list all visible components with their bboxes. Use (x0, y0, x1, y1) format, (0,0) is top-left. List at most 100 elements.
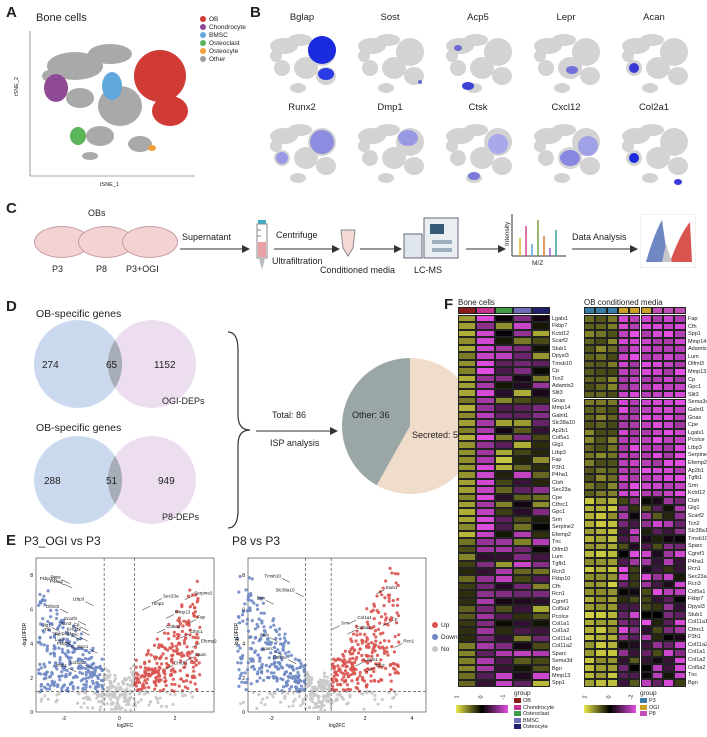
volcano-point (332, 657, 336, 661)
volcano-point (393, 634, 397, 639)
heatmap-cell (651, 360, 664, 369)
venn1-right-label: OGI-DEPs (162, 396, 205, 406)
volcano-point (56, 625, 60, 629)
volcano-point (258, 676, 262, 680)
heatmap-gene-label: Rcn3 (552, 568, 565, 575)
venn1-overlap-count: 65 (106, 360, 118, 371)
volcano-point (143, 679, 147, 683)
heatmap-gene-label: Cgref1 (552, 598, 569, 605)
volcano-point (99, 705, 103, 709)
heatmap-gene-label: Cthrc1 (688, 626, 705, 633)
volcano-point (256, 607, 260, 611)
volcano-point (48, 622, 52, 626)
heatmap-cell (458, 530, 477, 539)
heatmap-cell (595, 482, 607, 490)
panel-label-c: C (6, 200, 17, 217)
volcano-point (84, 673, 88, 677)
data-analysis-label: Data Analysis (572, 232, 627, 242)
heatmap-cell (640, 512, 652, 520)
heatmap-cell (531, 434, 550, 442)
cell-cluster (580, 157, 600, 175)
heatmap-cell (674, 383, 686, 391)
heatmap-cell (476, 448, 495, 457)
volcano-point (272, 645, 277, 649)
heatmap-cell (651, 588, 664, 596)
heatmap-cell (674, 474, 686, 482)
mass-spectrum-icon (511, 214, 566, 257)
heatmap-cell (476, 419, 495, 427)
heatmap-gene-label: Cthrc1 (552, 501, 569, 508)
volcano-point (274, 636, 278, 641)
volcano-point (113, 707, 117, 711)
volcano-point (293, 697, 297, 701)
volcano-point (163, 672, 167, 676)
cell-cluster (660, 38, 688, 66)
volcano-point (380, 593, 384, 597)
volcano-point (390, 571, 394, 575)
heatmap-cell (494, 501, 514, 509)
gene-label: Efemp2 (201, 638, 217, 643)
volcano-point (379, 615, 384, 619)
cell-cluster (450, 150, 466, 166)
heatmap-cell (606, 466, 618, 475)
volcano-point (305, 672, 309, 676)
volcano-point (170, 682, 174, 686)
heatmap-cell (584, 352, 596, 361)
volcano-point (146, 648, 150, 653)
heatmap-cell (531, 605, 550, 613)
cell-cluster (552, 124, 576, 136)
heatmap-cell (584, 482, 596, 490)
heatmap-cell (584, 512, 596, 520)
volcano-point (387, 691, 391, 695)
heatmap-cell (606, 451, 618, 460)
label-leader (288, 659, 297, 664)
volcano-point (372, 624, 376, 629)
heatmap-cell (531, 441, 550, 449)
heatmap-cell (663, 542, 675, 551)
heatmap-cell (606, 459, 618, 467)
heatmap-gene-label: Col1a1 (552, 620, 570, 627)
heatmap-cell (494, 567, 514, 576)
volcano-point (373, 697, 377, 702)
heatmap-cell (584, 360, 596, 369)
expression-hotspot (578, 136, 598, 156)
label-leader (265, 600, 275, 605)
heatmap-cell (494, 508, 514, 516)
cell-cluster (492, 67, 512, 85)
heatmap-cell (663, 641, 675, 650)
volcano-point (374, 635, 378, 639)
volcano-point (255, 603, 259, 607)
volcano-point (71, 687, 75, 691)
volcano-point (238, 676, 242, 681)
heatmap-cell (494, 329, 514, 338)
volcano-point (115, 707, 119, 711)
volcano-point (306, 675, 310, 680)
heatmap-cell (629, 504, 641, 513)
volcano-point (312, 687, 316, 691)
spectrum-x-label: M/Z (532, 260, 544, 267)
volcano-point (333, 670, 337, 675)
heatmap-cell (674, 375, 686, 384)
volcano-point (76, 701, 80, 705)
heatmap-gene-label: Gnas (688, 414, 702, 421)
volcano-point (168, 692, 173, 696)
volcano-point (288, 672, 293, 676)
group-legend-item: BMSC (514, 718, 554, 725)
legend-dot-icon (200, 24, 206, 31)
heatmap-cell (651, 390, 664, 399)
volcano-point (79, 679, 83, 683)
heatmap-gene-label: Tgfb1 (688, 475, 703, 482)
volcano-point (393, 662, 397, 666)
volcano-point (260, 619, 264, 623)
volcano-point (48, 684, 52, 688)
gene-label: Tmsb10 (264, 573, 281, 578)
volcano-point (253, 650, 257, 654)
cell-cluster (580, 67, 600, 85)
volcano-point (286, 679, 290, 683)
volcano-point (363, 668, 367, 672)
volcano-point (279, 665, 283, 669)
heatmap-cell (606, 603, 618, 612)
volcano-point (95, 674, 99, 678)
volcano-point (131, 673, 135, 677)
volcano-point (177, 684, 181, 688)
